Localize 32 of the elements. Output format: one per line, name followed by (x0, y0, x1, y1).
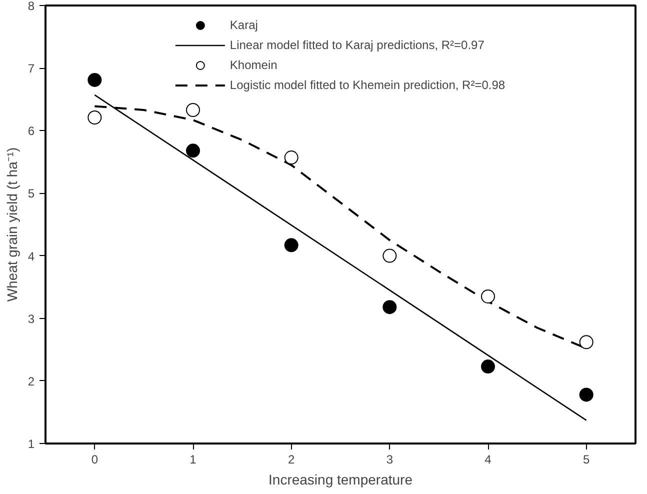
point (579, 335, 594, 350)
point (481, 360, 495, 374)
x-tick-label: 3 (386, 452, 394, 466)
x-tick-label: 0 (91, 452, 98, 466)
y-tick-label: 6 (28, 124, 35, 138)
y-tick-label: 8 (28, 0, 35, 13)
x-tick-label: 2 (288, 452, 295, 466)
point (284, 238, 298, 252)
legend-label: Logistic model fitted to Khemein prediction, R²=0.98 (230, 78, 506, 92)
point (186, 144, 200, 158)
x-tick-label: 1 (190, 452, 197, 466)
x-tick-label: 5 (582, 452, 590, 466)
point (186, 103, 200, 117)
point (88, 110, 102, 124)
point (382, 248, 397, 263)
point (88, 72, 102, 87)
y-tick-label: 7 (28, 62, 35, 76)
point (579, 388, 594, 402)
y-tick-label: 4 (28, 249, 35, 264)
y-tick-label: 2 (28, 374, 35, 388)
x-tick-label: 4 (484, 452, 492, 466)
point (284, 150, 298, 165)
y-tick-label: 3 (28, 312, 35, 326)
point (382, 300, 397, 314)
point (481, 289, 495, 304)
y-tick-label: 1 (28, 437, 35, 451)
legend-label: Linear model fitted to Karaj predictions, R²=0.97 (230, 38, 484, 52)
x-axis-title: Increasing temperature (268, 472, 413, 488)
y-tick-label: 5 (28, 186, 35, 201)
legend-label: Karaj (230, 18, 258, 32)
legend-label: Khomein (230, 58, 278, 72)
y-axis-title: Wheat grain yield (t ha⁻¹) (4, 147, 20, 302)
